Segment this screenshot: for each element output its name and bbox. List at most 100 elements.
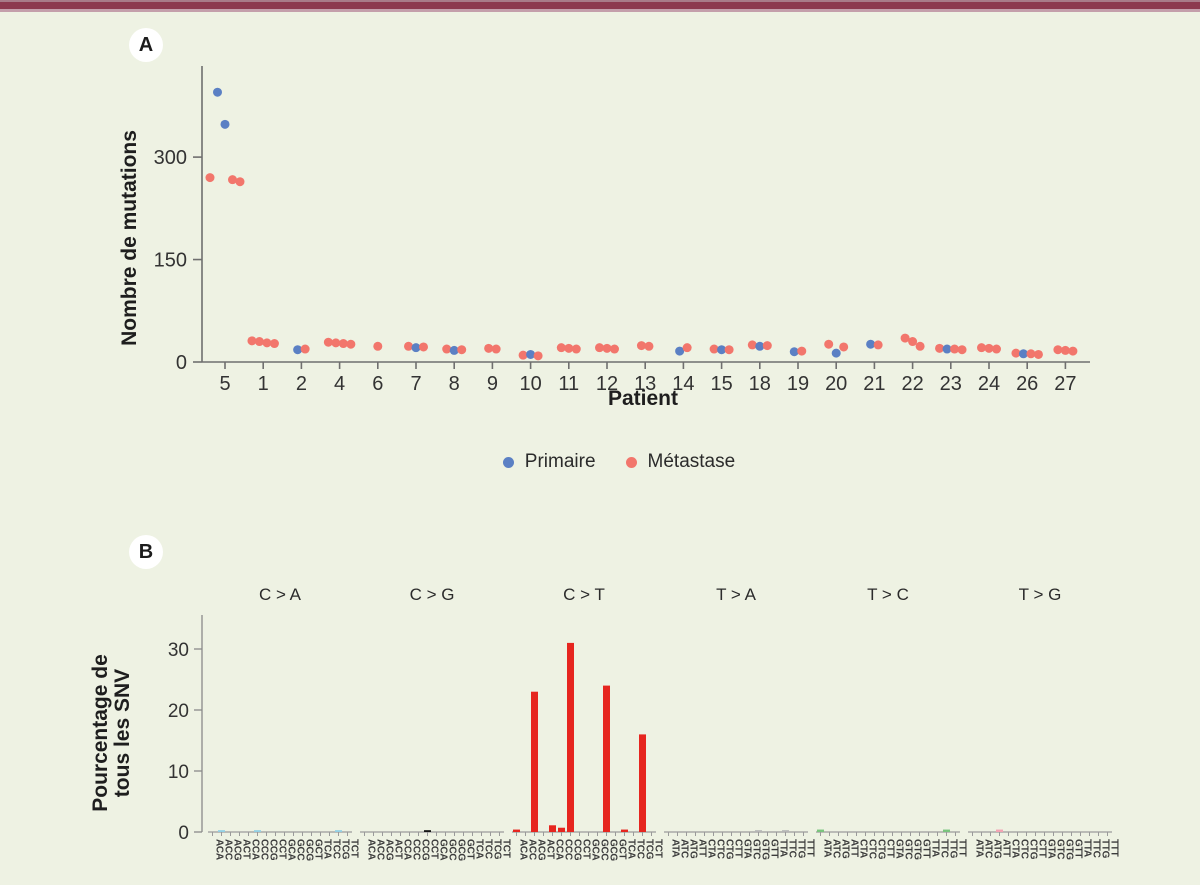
b-y-axis-title: Pourcentage de tous les SNV (89, 654, 134, 812)
point-metastase (346, 339, 356, 349)
a-xtick-label: 24 (978, 373, 1000, 395)
a-xtick-label: 1 (258, 373, 269, 395)
b-xtick-label: CTA (706, 839, 717, 858)
b-group-T>A: T > A ATAATCATGATTCTACTCCTGCTTGTAGTCGTGGT… (664, 585, 816, 860)
b-xtick-label: GTT (1073, 839, 1084, 858)
point-metastase (595, 343, 604, 353)
point-metastase (491, 344, 501, 354)
b-xtick-label: GCG (304, 839, 315, 861)
b-group-label: C > G (410, 585, 455, 604)
legend-item-metastase: Métastase (625, 451, 735, 473)
b-xtick-label: GTC (1055, 839, 1066, 859)
a-xtick-label: 11 (558, 373, 579, 395)
b-xtick-label: CCA (554, 839, 565, 860)
b-xtick-label: CTT (733, 839, 744, 858)
point-metastase (556, 343, 566, 353)
b-xtick-label: GTA (742, 839, 753, 859)
b-xtick-label: TTG (1100, 839, 1111, 859)
a-xtick-label: 19 (787, 373, 809, 395)
point-primaire (1018, 349, 1028, 359)
b-xtick-label: TTC (939, 839, 950, 858)
a-xtick-label: 15 (710, 373, 732, 395)
b-xtick-label: ATA (974, 839, 985, 857)
point-metastase (747, 340, 757, 350)
b-ytick-label: 0 (178, 823, 189, 844)
a-xtick-label: 27 (1054, 373, 1076, 395)
snv-signature-bar-chart: 0 10 20 30 Pourcentage de tous les SNV C > A AC… (89, 585, 1120, 861)
b-xtick-label: GCA (438, 839, 449, 860)
point-metastase (404, 341, 413, 351)
b-xtick-label: CTC (867, 839, 878, 859)
b-xtick-label: CCC (411, 839, 422, 860)
point-metastase (873, 340, 883, 350)
point-metastase (1060, 345, 1070, 355)
b-xtick-label: TCT (501, 839, 512, 858)
b-xtick-label: GTG (1064, 839, 1075, 860)
b-xtick-label: ATG (992, 839, 1003, 859)
b-xtick-label: CTG (876, 839, 887, 860)
a-x-axis-title: Patient (608, 387, 678, 410)
point-metastase (235, 177, 245, 187)
b-xtick-label: CTG (724, 839, 735, 860)
a-data-points (205, 87, 1078, 361)
bar-CCG (567, 642, 574, 832)
b-group-C>T: C > T ACAACCACGACTCCACCCCCGCCTGCAGCCGCGGC… (512, 585, 664, 861)
b-xtick-label: CTT (885, 839, 896, 858)
b-xtick-label: ACG (384, 839, 395, 861)
b-xtick-label: TTA (778, 839, 789, 857)
b-xtick-label: GTT (921, 839, 932, 858)
b-xtick-label: CCG (268, 839, 279, 861)
b-xtick-label: GCG (456, 839, 467, 861)
point-metastase (323, 337, 333, 347)
b-xtick-label: TCC (635, 839, 646, 859)
b-xtick-label: ATG (840, 839, 851, 859)
point-metastase (484, 343, 494, 353)
point-metastase (908, 337, 918, 347)
point-metastase (571, 344, 581, 354)
b-xtick-label: TCG (492, 839, 503, 860)
a-y-axis-title: Nombre de mutations (118, 130, 141, 346)
point-metastase (331, 338, 341, 348)
point-metastase (533, 351, 543, 361)
point-primaire (755, 341, 765, 351)
a-xtick-label: 23 (940, 373, 962, 395)
bar-TTG (943, 829, 950, 832)
point-metastase (300, 344, 310, 354)
svg-text:Pourcentage de: Pourcentage de (89, 654, 112, 812)
b-xtick-label: CCC (259, 839, 270, 860)
b-group-label: C > T (563, 585, 605, 604)
point-primaire (866, 339, 876, 349)
bar-ACA (513, 829, 520, 832)
point-metastase (900, 333, 910, 343)
point-metastase (709, 344, 719, 354)
b-xtick-label: ATC (831, 839, 842, 858)
b-xtick-label: CTA (1010, 839, 1021, 858)
point-metastase (373, 341, 383, 351)
b-xtick-label: GTT (769, 839, 780, 858)
b-group-label: T > C (867, 585, 909, 604)
b-xtick-label: ATC (679, 839, 690, 858)
point-metastase (1033, 349, 1043, 359)
a-xtick-label: 4 (334, 373, 345, 395)
b-xtick-label: TTG (796, 839, 807, 859)
b-xtick-label: GCC (447, 839, 458, 860)
b-xtick-label: CCG (420, 839, 431, 861)
point-metastase (957, 345, 967, 355)
b-xtick-label: ACA (518, 839, 529, 860)
point-primaire (526, 349, 536, 359)
point-metastase (262, 338, 272, 348)
b-xtick-label: TCA (474, 839, 485, 859)
b-xtick-label: CTA (858, 839, 869, 858)
point-metastase (977, 343, 986, 353)
b-xtick-label: TCA (626, 839, 637, 859)
b-group-C>A: C > A ACAACCACGACTCCACCCCCGCCTGCAGCCGCGGC… (208, 585, 360, 861)
b-xtick-label: TTT (805, 839, 816, 857)
point-metastase (338, 339, 348, 349)
b-xtick-label: CCC (563, 839, 574, 860)
a-xtick-label: 10 (519, 373, 541, 395)
point-metastase (839, 342, 849, 352)
point-primaire (449, 345, 459, 355)
bar-GCG (603, 685, 610, 832)
point-metastase (724, 345, 734, 355)
